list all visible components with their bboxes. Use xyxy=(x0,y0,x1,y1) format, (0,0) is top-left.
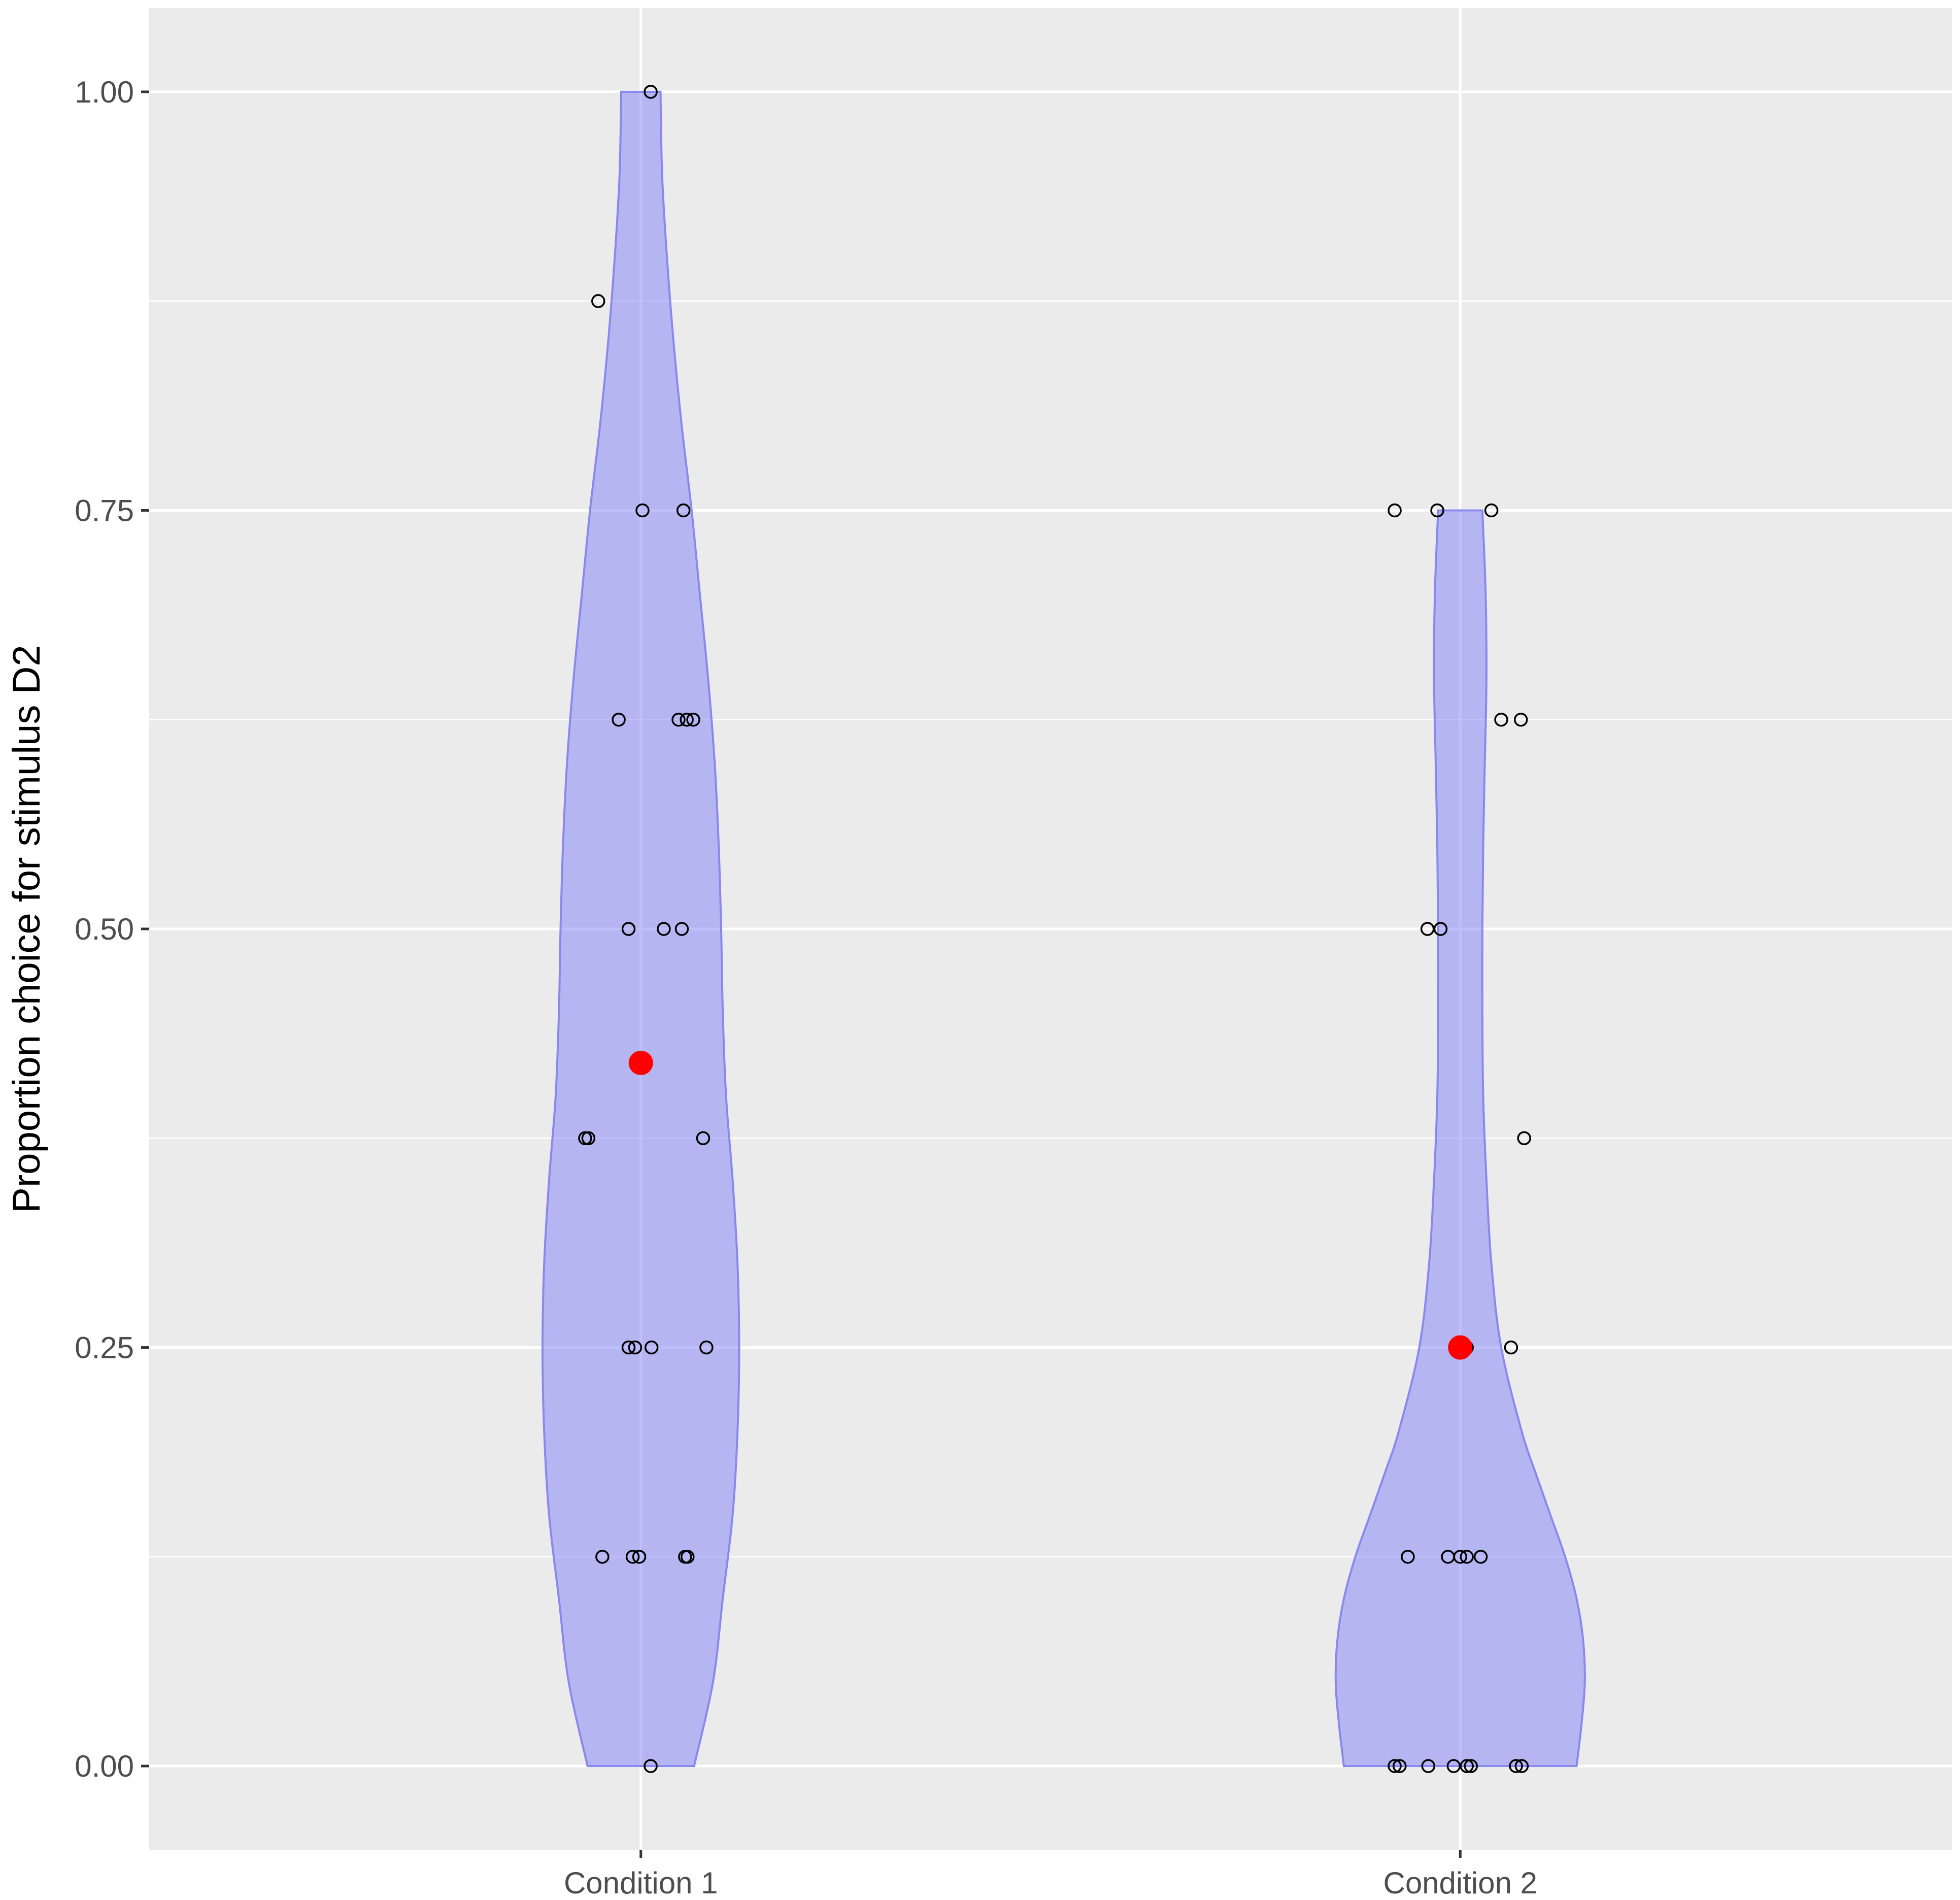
data-point xyxy=(1514,1759,1529,1773)
mean-point xyxy=(628,1050,653,1075)
data-point xyxy=(581,1131,596,1146)
data-point xyxy=(686,712,700,727)
data-point xyxy=(1464,1759,1478,1773)
data-point xyxy=(1393,1759,1407,1773)
data-point xyxy=(657,922,671,936)
y-tick-label: 0.75 xyxy=(75,493,134,527)
data-point xyxy=(1388,1759,1402,1773)
data-point xyxy=(696,1131,711,1146)
data-point xyxy=(635,503,650,518)
data-point xyxy=(1421,1759,1436,1773)
data-point xyxy=(1473,1550,1488,1564)
data-point xyxy=(681,1550,695,1564)
x-tick-label: Condition 2 xyxy=(1383,1866,1537,1900)
data-point xyxy=(1460,1550,1474,1564)
y-tick-label: 1.00 xyxy=(75,75,134,109)
data-point xyxy=(676,503,691,518)
y-tick-label: 0.50 xyxy=(75,912,134,946)
data-point xyxy=(1433,922,1448,936)
x-tick-label: Condition 1 xyxy=(564,1866,718,1900)
violin-2 xyxy=(1334,509,1586,1768)
data-point xyxy=(1509,1759,1523,1773)
data-point xyxy=(1430,503,1444,518)
data-point xyxy=(1494,712,1508,727)
y-tick-label: 0.00 xyxy=(75,1749,134,1783)
data-point xyxy=(632,1550,647,1564)
data-point xyxy=(680,712,694,727)
data-point xyxy=(1484,503,1499,518)
data-point xyxy=(591,294,605,308)
data-point xyxy=(1420,922,1435,936)
data-point xyxy=(1453,1550,1468,1564)
data-point xyxy=(644,85,658,99)
y-axis: 0.00 0.25 0.50 0.75 1.00 xyxy=(75,75,149,1783)
mean-point xyxy=(1448,1335,1473,1360)
x-axis: Condition 1 Condition 2 xyxy=(564,1850,1537,1900)
mean-markers xyxy=(628,1050,1473,1360)
data-point xyxy=(1388,503,1402,518)
data-points xyxy=(578,85,1531,1773)
data-point xyxy=(612,712,626,727)
data-point xyxy=(1504,1340,1518,1355)
minor-gridlines xyxy=(149,300,1952,1558)
y-axis-title: Proportion choice for stimulus D2 xyxy=(5,645,48,1213)
data-point xyxy=(1460,1759,1474,1773)
data-point xyxy=(1446,1759,1461,1773)
data-point xyxy=(628,1340,643,1355)
data-point xyxy=(621,922,636,936)
y-tick-label: 0.25 xyxy=(75,1331,134,1365)
data-point xyxy=(1513,712,1528,727)
data-point xyxy=(674,922,689,936)
data-point xyxy=(595,1550,610,1564)
data-point xyxy=(1401,1550,1415,1564)
data-point xyxy=(621,1340,636,1355)
data-point xyxy=(625,1550,640,1564)
data-point xyxy=(644,1340,659,1355)
data-point xyxy=(671,712,686,727)
data-point xyxy=(699,1340,714,1355)
data-point xyxy=(644,1759,658,1773)
data-point xyxy=(1517,1131,1531,1146)
